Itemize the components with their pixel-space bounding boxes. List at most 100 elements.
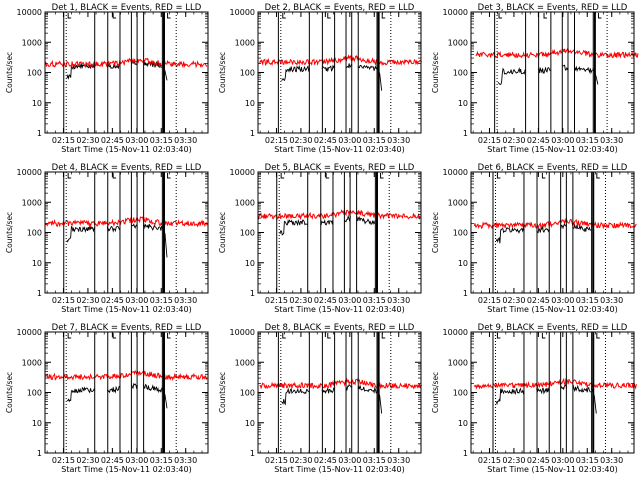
y-tick-label: 10 [458,419,468,428]
interval-flag-mark [112,333,117,339]
plot-panel-9: 1 10 100 1000 10000 02:15 02:30 02:45 03:00 03:15… [431,323,637,474]
interval-flag-mark [167,333,171,339]
plot-frame [44,331,209,454]
events-series-line [281,384,383,414]
x-axis-label: Start Time (15-Nov-11 02:03:40) [487,145,617,154]
x-tick-label: 02:15 [265,296,288,305]
x-tick-label: 02:30 [289,296,312,305]
events-series-line [66,223,168,258]
x-tick-label: 02:45 [314,456,337,465]
x-axis-label: Start Time (15-Nov-11 02:03:40) [487,465,617,474]
y-tick-label: 10000 [17,8,42,17]
x-tick-label: 02:30 [502,456,525,465]
y-tick-label: 10000 [443,328,468,337]
interval-flag-mark [112,13,117,19]
y-axis-label: Counts/sec [5,212,14,253]
plot-frame [470,11,635,134]
lld-series-line [257,209,421,221]
x-tick-label: 02:45 [101,456,124,465]
y-tick-label: 10 [245,419,255,428]
plot-frame [257,331,422,454]
y-axis-label: Counts/sec [431,52,440,93]
lld-series-line [473,377,637,390]
interval-flag-mark [282,13,286,19]
interval-flag-mark [67,333,72,339]
interval-flag-mark [327,333,331,339]
y-tick-label: 100 [453,389,468,398]
x-tick-label: 03:00 [125,296,148,305]
lld-series-line [475,47,639,59]
x-tick-label: 03:30 [174,296,197,305]
lld-series-line [473,217,637,230]
interval-flag-mark [380,173,384,179]
y-tick-label: 1000 [448,358,468,367]
x-tick-label: 03:00 [125,456,148,465]
x-tick-label: 02:15 [478,136,501,145]
x-tick-label: 02:45 [527,136,550,145]
lld-series-line [44,57,208,69]
interval-flag-mark [327,13,331,19]
x-tick-label: 03:30 [600,456,623,465]
x-tick-label: 03:00 [125,136,148,145]
y-tick-label: 10000 [230,8,255,17]
plot-panel-4: 1 10 100 1000 10000 02:15 02:30 02:45 03:00 03:15… [5,163,209,314]
y-tick-label: 1 [463,289,468,298]
x-axis-label: Start Time (15-Nov-11 02:03:40) [274,145,404,154]
y-tick-label: 10000 [17,328,42,337]
y-tick-label: 100 [453,229,468,238]
x-tick-label: 02:15 [52,136,75,145]
x-tick-label: 02:15 [265,136,288,145]
x-tick-label: 03:00 [338,296,361,305]
plot-frame [44,11,209,134]
x-tick-label: 03:00 [551,136,574,145]
interval-flag-mark [112,173,117,179]
x-tick-label: 03:00 [338,136,361,145]
y-axis-label: Counts/sec [218,52,227,93]
x-tick-label: 03:15 [363,456,386,465]
plot-panel-1: 1 10 100 1000 10000 02:15 02:30 02:45 03:00 03:15… [5,3,209,154]
interval-flag-mark [498,13,503,19]
y-axis-label: Counts/sec [5,372,14,413]
y-tick-label: 1000 [448,38,468,47]
x-tick-label: 02:30 [76,456,99,465]
y-tick-label: 100 [27,69,42,78]
x-tick-label: 02:45 [314,296,337,305]
x-tick-label: 02:45 [527,456,550,465]
plot-panel-5: 1 10 100 1000 10000 02:15 02:30 02:45 03:00 03:15… [218,163,422,314]
events-series-line [495,222,592,244]
y-tick-label: 10000 [17,168,42,177]
x-tick-label: 03:15 [363,136,386,145]
y-tick-label: 100 [27,229,42,238]
interval-flag-mark [167,13,171,19]
y-tick-label: 1 [250,449,255,458]
y-tick-label: 10000 [443,8,468,17]
x-tick-label: 03:15 [150,456,173,465]
y-tick-label: 10 [245,259,255,268]
interval-flag-mark [597,13,602,19]
lld-series-line [44,216,208,228]
interval-flag-mark [325,173,330,179]
y-tick-label: 10 [32,259,42,268]
x-tick-label: 02:15 [265,456,288,465]
x-tick-label: 02:30 [289,456,312,465]
y-tick-label: 1000 [235,358,255,367]
y-tick-label: 1000 [235,38,255,47]
y-tick-label: 1 [37,289,42,298]
x-tick-label: 03:15 [576,456,599,465]
x-tick-label: 03:15 [363,296,386,305]
y-axis-label: Counts/sec [218,212,227,253]
plot-panel-8: 1 10 100 1000 10000 02:15 02:30 02:45 03:00 03:15… [218,323,423,474]
events-series-line [66,382,168,409]
plot-title: Det 7, BLACK = Events, RED = LLD [52,323,202,333]
y-tick-label: 10000 [443,168,468,177]
plot-title: Det 8, BLACK = Events, RED = LLD [265,323,415,333]
plot-panel-2: 1 10 100 1000 10000 02:15 02:30 02:45 03:00 03:15… [218,3,423,154]
events-series-line [497,64,599,85]
x-tick-label: 03:30 [387,456,410,465]
plot-panel-7: 1 10 100 1000 10000 02:15 02:30 02:45 03:00 03:15… [5,323,209,474]
y-tick-label: 1000 [235,198,255,207]
interval-flag-mark [381,333,386,339]
plot-frame [257,11,422,134]
interval-flag-mark [282,333,286,339]
